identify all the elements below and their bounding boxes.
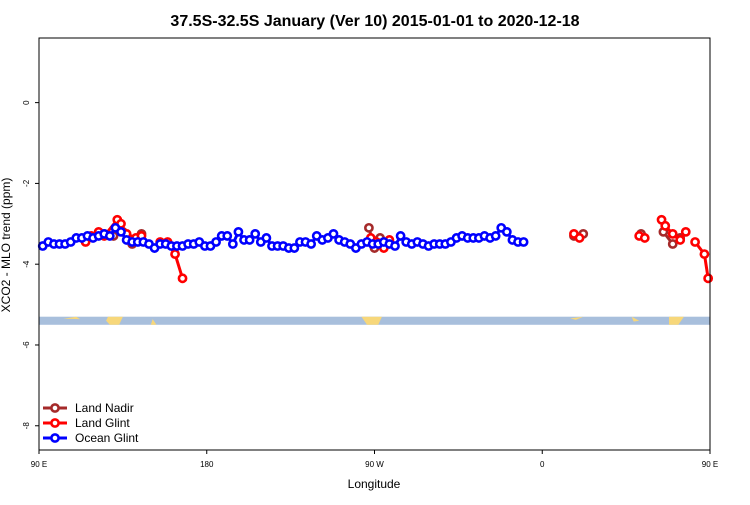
land-glint-point bbox=[675, 235, 686, 245]
legend-label: Land Nadir bbox=[75, 401, 134, 415]
y-tick-label: 0 bbox=[22, 100, 31, 105]
land-shape bbox=[63, 316, 81, 320]
land-shape bbox=[631, 316, 640, 322]
land-glint-point bbox=[574, 233, 585, 243]
land-nadir-point bbox=[667, 239, 678, 249]
legend-swatch-point bbox=[50, 433, 60, 443]
legend-item-land-glint: Land Glint bbox=[43, 416, 130, 430]
land-shape bbox=[668, 316, 684, 325]
ocean-glint-point bbox=[501, 226, 512, 237]
x-axis-label: Longitude bbox=[348, 477, 401, 491]
ocean-glint-point bbox=[227, 239, 238, 249]
ocean-glint-point bbox=[306, 239, 317, 249]
y-tick-label: -4 bbox=[22, 260, 31, 268]
series-ocean-glint bbox=[37, 222, 529, 253]
x-tick-label: 90 E bbox=[31, 460, 47, 469]
ocean-glint-point bbox=[211, 237, 221, 247]
land-glint-point bbox=[690, 237, 700, 247]
world-map-strip bbox=[39, 316, 710, 325]
land-glint-point bbox=[699, 249, 710, 259]
legend-item-ocean-glint: Ocean Glint bbox=[43, 431, 139, 445]
ocean-glint-point bbox=[222, 231, 233, 241]
land-glint-point bbox=[639, 233, 650, 243]
land-shape bbox=[361, 316, 382, 325]
series-layer bbox=[37, 214, 714, 284]
legend-item-land-nadir: Land Nadir bbox=[43, 401, 134, 415]
ocean-glint-point bbox=[233, 226, 244, 237]
ocean-glint-point bbox=[518, 237, 529, 247]
land-glint-point bbox=[177, 273, 188, 284]
legend-label: Ocean Glint bbox=[75, 431, 139, 445]
ocean-glint-point bbox=[250, 229, 261, 239]
land-glint-point bbox=[680, 226, 691, 237]
y-tick-label: -2 bbox=[22, 179, 31, 187]
land-nadir-point bbox=[364, 222, 374, 233]
x-tick-label: 90 E bbox=[702, 460, 718, 469]
ocean-glint-point bbox=[390, 241, 400, 251]
ocean-glint-point bbox=[490, 231, 501, 241]
y-tick-label: -6 bbox=[22, 341, 31, 349]
x-tick-label: 0 bbox=[540, 460, 545, 469]
land-shape bbox=[150, 319, 157, 325]
land-shape bbox=[106, 316, 123, 325]
legend-swatch-point bbox=[50, 403, 60, 413]
ocean-glint-point bbox=[116, 226, 126, 237]
land-shape bbox=[570, 316, 584, 320]
legend-swatch-point bbox=[50, 418, 60, 428]
land-glint-line bbox=[693, 241, 710, 279]
land-glint-point bbox=[667, 229, 678, 239]
ocean-glint-point bbox=[104, 231, 115, 241]
x-tick-label: 90 W bbox=[365, 460, 384, 469]
chart-title: 37.5S-32.5S January (Ver 10) 2015-01-01 … bbox=[170, 13, 579, 30]
y-axis-label: XCO2 - MLO trend (ppm) bbox=[0, 178, 13, 313]
ocean-glint-point bbox=[395, 231, 406, 241]
ocean-glint-point bbox=[244, 235, 255, 245]
legend-label: Land Glint bbox=[75, 416, 130, 430]
ocean-glint-point bbox=[328, 229, 339, 239]
y-axis: 0 -2 -4 -6 -8 bbox=[22, 100, 39, 429]
ocean-glint-point bbox=[261, 233, 272, 243]
y-tick-label: -8 bbox=[22, 422, 31, 430]
land-glint-point bbox=[660, 220, 671, 231]
ocean-glint-point bbox=[289, 243, 300, 253]
x-tick-label: 180 bbox=[200, 460, 214, 469]
land-glint-point bbox=[170, 249, 180, 259]
land-glint-point bbox=[703, 273, 714, 284]
